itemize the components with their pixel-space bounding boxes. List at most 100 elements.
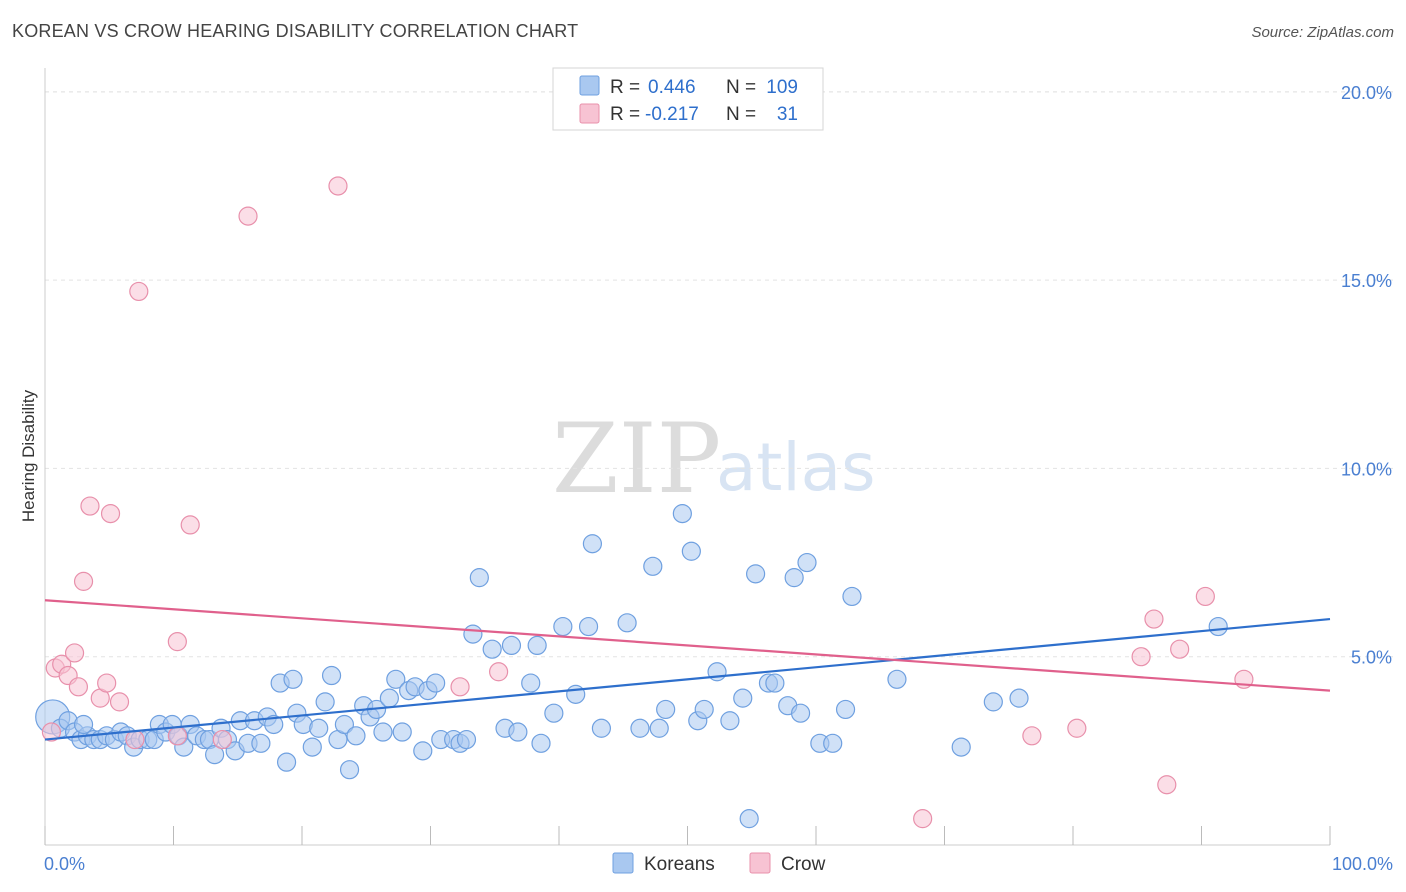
crow-point (129, 281, 149, 302)
koreans-point (339, 760, 360, 780)
crow-point (1067, 718, 1087, 738)
koreans-point (733, 688, 753, 708)
koreans-point (746, 564, 766, 584)
crow-r-value: -0.217 (645, 104, 699, 125)
koreans-point (392, 722, 412, 742)
x-tick-label: 0.0% (44, 854, 85, 874)
chart-title: KOREAN VS CROW HEARING DISABILITY CORREL… (12, 21, 579, 41)
crow-point (328, 176, 348, 196)
koreans-point (508, 722, 528, 742)
crow-point (97, 673, 117, 693)
koreans-point (315, 692, 335, 712)
koreans-point (373, 722, 393, 742)
crow-point (80, 496, 100, 516)
crow-point (180, 515, 200, 535)
y-tick-label: 5.0% (1351, 648, 1392, 668)
koreans-point (765, 673, 785, 693)
koreans-point (630, 718, 650, 738)
grid-lines (45, 91, 1395, 658)
koreans-point (413, 741, 433, 761)
crow-point (41, 722, 62, 742)
source-label: Source: ZipAtlas.com (1251, 24, 1394, 41)
crow-point (100, 504, 121, 524)
koreans-point (321, 665, 342, 686)
watermark-atlas: atlas (716, 429, 876, 506)
koreans-point (302, 737, 322, 757)
koreans-point (482, 639, 502, 659)
koreans-point (823, 733, 843, 753)
crow-point (109, 692, 130, 712)
koreans-n-value: 109 (766, 77, 798, 98)
crow-swatch (579, 103, 600, 124)
koreans-point (617, 613, 637, 633)
trend-lines (44, 599, 1331, 741)
crow-point (167, 632, 187, 652)
crow-point (64, 643, 85, 663)
koreans-point (720, 711, 740, 731)
koreans-point (672, 504, 692, 524)
crow-point (1170, 639, 1190, 659)
koreans-point (527, 635, 547, 656)
koreans-point (553, 616, 573, 637)
crow-point (1144, 609, 1164, 629)
data-points (35, 176, 1254, 829)
koreans-point (983, 692, 1003, 712)
koreans-point (463, 624, 483, 644)
koreans-trend-line (44, 617, 1331, 741)
koreans-point (694, 699, 714, 720)
koreans-point (591, 718, 612, 738)
koreans-point (790, 703, 811, 723)
koreans-point (842, 586, 862, 607)
koreans-point (501, 635, 522, 656)
koreans-point (1208, 616, 1228, 637)
crow-point (913, 809, 933, 829)
y-tick-label: 15.0% (1341, 271, 1392, 291)
crow-trend-line (44, 599, 1331, 692)
koreans-point (951, 737, 971, 757)
y-tick-label: 10.0% (1341, 459, 1392, 479)
koreans-r-value: 0.446 (648, 77, 696, 98)
koreans-point (681, 541, 701, 561)
crow-n-value: 31 (777, 104, 798, 125)
koreans-n-label: N = (726, 77, 756, 98)
legend-crow-swatch (749, 852, 771, 874)
koreans-point (521, 673, 541, 693)
crow-point (489, 662, 509, 682)
koreans-point (887, 669, 907, 689)
koreans-point (426, 673, 446, 693)
koreans-swatch (579, 75, 600, 96)
koreans-point (251, 733, 271, 753)
crow-point (238, 206, 258, 226)
koreans-point (578, 616, 599, 637)
x-tick-label: 100.0% (1332, 854, 1393, 874)
crow-r-label: R = (610, 104, 640, 125)
koreans-point (334, 714, 355, 735)
crow-point (212, 729, 232, 750)
axes (44, 68, 1331, 846)
crow-point (73, 571, 94, 591)
crow-point (1022, 726, 1042, 746)
legend-crow-label: Crow (781, 854, 826, 875)
crow-point (68, 677, 89, 697)
watermark-zip: ZIP (552, 403, 721, 515)
koreans-point (566, 684, 586, 704)
koreans-point (283, 669, 303, 689)
koreans-point (649, 718, 669, 738)
crow-point (167, 726, 187, 746)
koreans-point (656, 699, 676, 720)
crow-point (1131, 647, 1151, 667)
koreans-point (276, 752, 297, 772)
crow-n-label: N = (726, 104, 756, 125)
koreans-point (1009, 688, 1029, 708)
series-legend: Koreans Crow (612, 852, 826, 875)
koreans-point (386, 669, 406, 689)
crow-point (1157, 775, 1177, 795)
tick-labels: 5.0% 10.0% 15.0% 20.0% 0.0% 100.0% (44, 83, 1393, 874)
crow-point (125, 729, 145, 750)
koreans-r-label: R = (610, 77, 640, 98)
koreans-point (797, 552, 817, 573)
koreans-point (784, 568, 804, 588)
y-tick-label: 20.0% (1341, 83, 1392, 103)
koreans-point (309, 718, 329, 738)
